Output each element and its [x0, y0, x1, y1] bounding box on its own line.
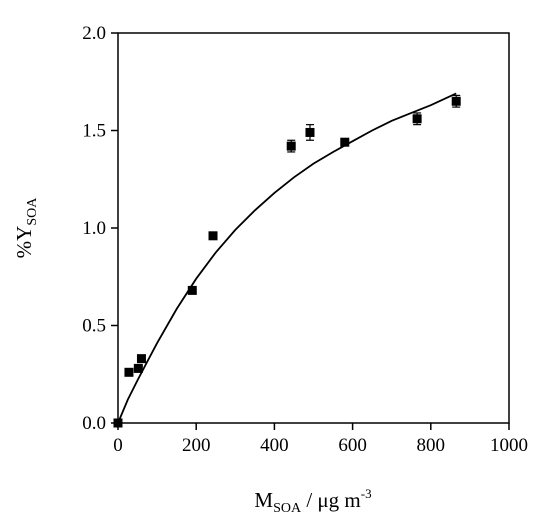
- data-point: [124, 367, 134, 377]
- data-point: [113, 418, 123, 428]
- x-axis-label-rest: / μg m: [301, 488, 361, 512]
- fit-curve-line: [117, 92, 457, 424]
- data-point: [451, 94, 461, 108]
- square-marker: [340, 137, 350, 147]
- square-marker: [187, 285, 197, 295]
- square-marker: [305, 127, 315, 137]
- square-marker: [136, 354, 146, 364]
- data-point: [208, 231, 218, 241]
- x-tick-label: 600: [338, 435, 367, 456]
- data-point: [133, 363, 143, 373]
- y-axis-label-main: %Y: [12, 226, 36, 259]
- y-tick-label: 0.5: [82, 316, 106, 337]
- x-axis-label-sub: SOA: [273, 501, 302, 516]
- y-axis-label-sub: SOA: [25, 197, 40, 226]
- data-point: [340, 137, 350, 147]
- x-tick-label: 800: [417, 435, 446, 456]
- x-tick-label: 200: [182, 435, 211, 456]
- y-axis-label: %YSOA: [12, 197, 40, 259]
- x-tick-label: 0: [113, 435, 123, 456]
- y-axis-ticks: 0.0 0.5 1.0 1.5 2.0: [82, 23, 118, 434]
- square-marker: [286, 141, 296, 151]
- square-marker: [113, 418, 123, 428]
- data-point: [286, 139, 296, 153]
- x-axis-label-main: M: [254, 488, 273, 512]
- data-point: [136, 354, 146, 364]
- plot-area-frame: [117, 32, 510, 424]
- y-tick-label: 1.5: [82, 121, 106, 142]
- y-tick-label: 1.0: [82, 218, 106, 239]
- square-marker: [208, 231, 218, 241]
- x-tick-label: 400: [260, 435, 289, 456]
- square-marker: [133, 363, 143, 373]
- square-marker: [412, 114, 422, 124]
- square-marker: [124, 367, 134, 377]
- data-points: [113, 94, 461, 428]
- data-point: [305, 124, 315, 141]
- y-tick-label: 2.0: [82, 23, 106, 44]
- x-axis-label-sup: -3: [361, 486, 372, 501]
- y-tick-label: 0.0: [82, 413, 106, 434]
- data-point: [412, 112, 422, 126]
- x-axis-ticks: 0 200 400 600 800 1000: [113, 423, 528, 456]
- x-tick-label: 1000: [490, 435, 528, 456]
- square-marker: [451, 96, 461, 106]
- x-axis-label: MSOA / μg m-3: [254, 486, 371, 516]
- data-point: [187, 285, 197, 295]
